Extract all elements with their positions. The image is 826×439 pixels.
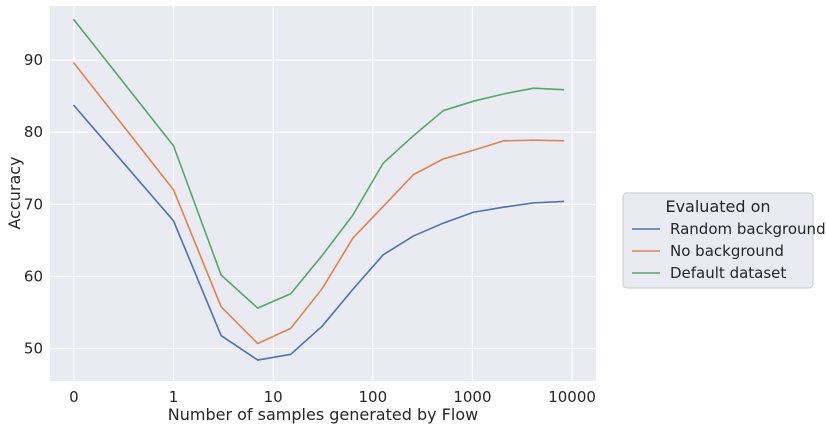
legend-title: Evaluated on: [665, 197, 770, 216]
legend: Evaluated on Random background No backgro…: [622, 192, 826, 289]
legend-label: No background: [670, 242, 784, 260]
x-tick-label: 1: [169, 388, 179, 406]
x-tick-label: 0: [69, 388, 79, 406]
y-tick-label: 60: [24, 267, 43, 285]
y-tick-label: 50: [24, 340, 43, 358]
x-tick-label: 10: [264, 388, 283, 406]
legend-items: Random background No background Default da…: [632, 220, 826, 282]
y-tick-label: 80: [24, 123, 43, 141]
series-lines: [73, 18, 565, 361]
x-tick-label: 1000: [453, 388, 491, 406]
series-line-no-background: [73, 62, 565, 345]
series-line-default-dataset: [73, 18, 565, 309]
x-axis-title: Number of samples generated by Flow: [168, 405, 478, 424]
y-axis-title: Accuracy: [5, 156, 24, 229]
legend-box: [622, 192, 814, 289]
x-tick-label: 100: [358, 388, 387, 406]
series-line-random-background: [73, 104, 565, 361]
x-tick-label: 10000: [548, 388, 596, 406]
grid: [50, 6, 596, 381]
plot-area: [50, 6, 596, 381]
legend-label: Default dataset: [670, 264, 786, 282]
y-tick-label: 70: [24, 195, 43, 213]
tick-labels: 50 60 70 80 90 0 1 10 100 1000 10000: [24, 51, 596, 406]
y-tick-label: 90: [24, 51, 43, 69]
legend-label: Random background: [670, 220, 826, 238]
